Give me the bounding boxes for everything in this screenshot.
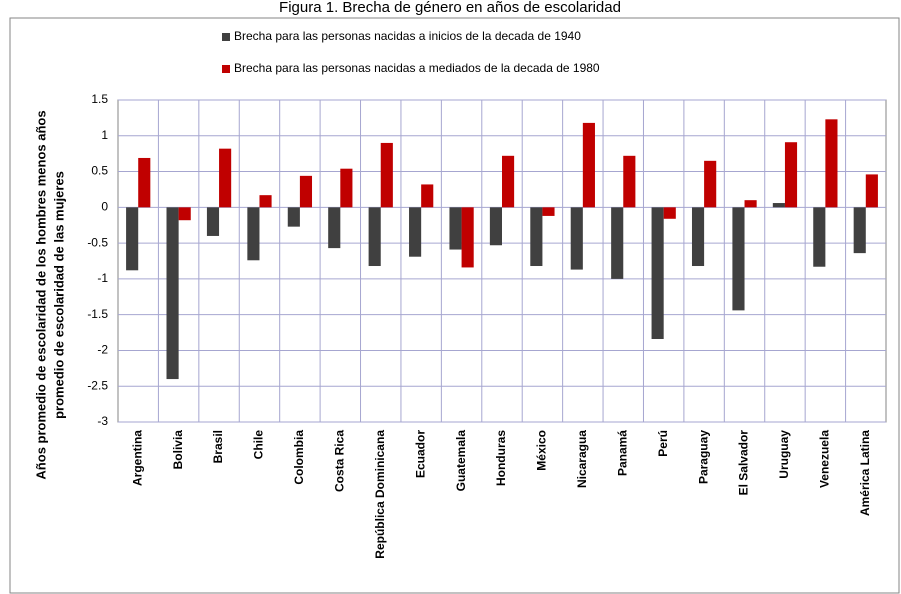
- x-tick-label: México: [535, 430, 549, 471]
- bar: [813, 207, 826, 267]
- x-tick-label: Bolivia: [171, 430, 185, 470]
- x-tick-label: República Dominicana: [373, 430, 387, 559]
- bar: [502, 155, 515, 208]
- bar: [126, 207, 139, 271]
- bar: [542, 207, 555, 216]
- bar: [247, 207, 260, 261]
- plot-area: [117, 99, 887, 423]
- x-tick-label: Nicaragua: [575, 430, 589, 488]
- bar: [732, 207, 745, 311]
- bar: [530, 207, 543, 267]
- x-tick-label: Ecuador: [413, 430, 427, 478]
- y-tick-label: -0.5: [87, 235, 108, 249]
- bar: [611, 207, 624, 279]
- x-tick-label: Paraguay: [696, 430, 710, 484]
- x-tick-label: Panamá: [615, 430, 629, 476]
- bar: [853, 207, 866, 254]
- bar: [166, 207, 179, 380]
- bar: [651, 207, 664, 339]
- bar: [772, 203, 785, 208]
- x-tick-label: Guatemala: [454, 430, 468, 492]
- bar: [287, 207, 300, 227]
- x-tick-label: Colombia: [292, 430, 306, 485]
- legend-swatch: [222, 65, 230, 73]
- y-tick-label: -1: [97, 271, 108, 285]
- y-tick-label: 0: [101, 200, 108, 214]
- chart-title: Figura 1. Brecha de género en años de es…: [279, 0, 621, 16]
- bar: [380, 142, 393, 208]
- bar: [368, 207, 381, 267]
- bar: [421, 184, 434, 208]
- x-tick-label: Uruguay: [777, 430, 791, 479]
- legend-label: Brecha para las personas nacidas a inici…: [234, 29, 581, 43]
- bar: [623, 155, 636, 208]
- y-tick-label: -2.5: [87, 378, 108, 392]
- y-tick-label: -3: [97, 414, 108, 428]
- x-tick-label: América Latina: [858, 430, 872, 516]
- bar: [138, 157, 151, 208]
- y-tick-label: 1.5: [91, 92, 108, 106]
- chart-border: [9, 17, 900, 594]
- bar: [206, 207, 220, 236]
- bar: [570, 207, 583, 270]
- bar: [219, 148, 232, 208]
- bar: [449, 207, 462, 250]
- bar: [299, 175, 313, 208]
- x-tick-label: Venezuela: [818, 430, 832, 488]
- x-tick-label: Brasil: [211, 430, 225, 463]
- x-tick-label: Argentina: [130, 430, 144, 486]
- bar: [328, 207, 341, 249]
- bar: [825, 119, 838, 208]
- bar: [409, 207, 422, 257]
- bar: [744, 200, 757, 208]
- x-tick-label: Honduras: [494, 430, 508, 486]
- y-tick-label: 0.5: [91, 164, 108, 178]
- bar: [489, 207, 502, 246]
- bar: [461, 207, 474, 268]
- bar: [340, 168, 353, 208]
- legend-swatch: [222, 33, 230, 41]
- bar: [582, 122, 595, 208]
- x-tick-label: Chile: [252, 430, 266, 460]
- x-tick-label: Perú: [656, 430, 670, 457]
- bar: [259, 195, 272, 208]
- y-tick-label: 1: [101, 128, 108, 142]
- bar: [865, 174, 878, 208]
- bar: [704, 160, 717, 208]
- y-tick-label: -1.5: [87, 307, 108, 321]
- bar: [663, 207, 676, 219]
- legend-label: Brecha para las personas nacidas a media…: [234, 61, 600, 75]
- y-tick-label: -2: [97, 343, 108, 357]
- y-axis-label: promedio de escolaridad de las mujeres: [51, 171, 66, 419]
- x-tick-label: Costa Rica: [332, 430, 346, 492]
- x-tick-label: El Salvador: [737, 430, 751, 496]
- bar: [691, 207, 705, 267]
- bar: [178, 207, 191, 221]
- bar: [784, 142, 798, 208]
- y-axis-label: Años promedio de escolaridad de los homb…: [33, 110, 48, 479]
